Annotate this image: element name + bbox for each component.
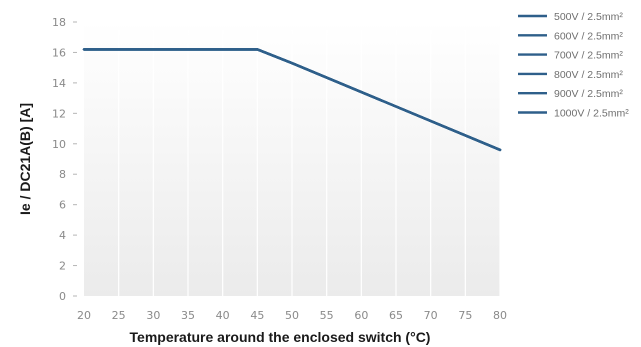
y-tick-label: 18 [52,16,66,29]
y-tick-label: 16 [52,46,66,59]
series-line [82,48,502,152]
legend-label: 1000V / 2.5mm² [554,108,629,120]
x-tick-label: 30 [146,309,160,322]
x-tick-label: 70 [424,309,438,322]
legend-label: 800V / 2.5mm² [554,69,623,81]
legend: 500V / 2.5mm² 600V / 2.5mm² 700V / 2.5mm² 8… [518,11,629,120]
x-tick-label: 25 [112,309,126,322]
x-tick-label: 20 [77,309,91,322]
y-tick-label: 0 [59,290,66,303]
x-tick-label: 45 [250,309,264,322]
series-lines [82,48,502,152]
legend-label: 500V / 2.5mm² [554,11,623,23]
legend-label: 900V / 2.5mm² [554,88,623,100]
y-tick-labels: 0 2 4 6 8 10 12 14 16 18 [52,16,77,303]
y-tick-label: 14 [52,77,66,90]
legend-label: 700V / 2.5mm² [554,50,623,62]
y-tick-label: 6 [59,199,66,212]
x-tick-label: 40 [216,309,230,322]
x-tick-label: 50 [285,309,299,322]
y-tick-label: 8 [59,168,66,181]
x-tick-label: 35 [181,309,195,322]
x-tick-label: 75 [458,309,472,322]
x-tick-labels: 20 25 30 35 40 45 50 55 60 65 70 75 80 [77,309,507,322]
x-tick-label: 80 [493,309,507,322]
y-tick-label: 4 [59,229,66,242]
y-tick-label: 10 [52,138,66,151]
y-axis-title: Ie / DC21A(B) [A] [17,103,33,215]
legend-label: 600V / 2.5mm² [554,30,623,42]
x-tick-label: 65 [389,309,403,322]
y-tick-label: 2 [59,260,66,273]
x-tick-label: 60 [354,309,368,322]
y-tick-label: 12 [52,107,66,120]
x-tick-label: 55 [320,309,334,322]
x-axis-title: Temperature around the enclosed switch (… [130,329,431,345]
grid-lines [118,30,501,296]
